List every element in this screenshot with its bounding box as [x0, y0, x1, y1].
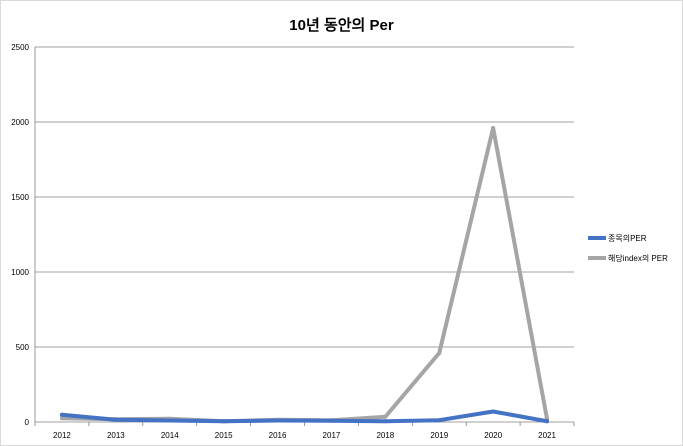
series-0-point-2018 [383, 419, 388, 424]
legend: 종목의PER 해당index의 PER [588, 228, 668, 268]
x-tick-label-2018: 2018 [376, 431, 394, 440]
series-1-point-2018 [383, 414, 388, 419]
series-0-point-2017 [329, 418, 334, 423]
series-0-point-2021 [545, 419, 550, 424]
y-tick-label-1500: 1500 [11, 193, 29, 202]
y-tick-label-2000: 2000 [11, 118, 29, 127]
legend-swatch-series-1 [588, 256, 606, 260]
series-0-point-2019 [437, 418, 442, 423]
series-0-point-2015 [221, 419, 226, 424]
series-line-0 [59, 409, 550, 424]
series-1-point-2019 [437, 351, 442, 355]
x-tick-label-2012: 2012 [53, 431, 71, 440]
x-tick-label-2015: 2015 [215, 431, 233, 440]
series-line-1 [59, 126, 550, 424]
series-1-point-2020 [491, 126, 496, 130]
x-tick-label-2021: 2021 [538, 431, 556, 440]
legend-swatch-series-0 [588, 236, 606, 240]
series-0-point-2014 [167, 418, 172, 423]
y-tick-label-0: 0 [25, 418, 30, 427]
x-tick-label-2016: 2016 [269, 431, 287, 440]
x-tick-label-2013: 2013 [107, 431, 125, 440]
series-1-point-2012 [59, 416, 64, 421]
series-0-point-2012 [59, 412, 64, 417]
legend-item-series-1: 해당index의 PER [588, 248, 668, 268]
legend-label-series-1: 해당index의 PER [608, 253, 668, 263]
y-tick-label-500: 500 [16, 343, 30, 352]
x-tick-label-2017: 2017 [323, 431, 341, 440]
y-tick-label-1000: 1000 [11, 268, 29, 277]
chart-title: 10년 동안의 Per [289, 17, 394, 34]
legend-label-series-0: 종목의PER [608, 233, 647, 243]
y-tick-label-2500: 2500 [11, 43, 29, 52]
x-tick-label-2019: 2019 [430, 431, 448, 440]
x-tick-label-2014: 2014 [161, 431, 179, 440]
series-0-point-2020 [491, 409, 496, 414]
series-0-point-2016 [275, 418, 280, 423]
x-tick-label-2020: 2020 [484, 431, 502, 440]
legend-item-series-0: 종목의PER [588, 228, 668, 248]
series-0-point-2013 [113, 417, 118, 422]
